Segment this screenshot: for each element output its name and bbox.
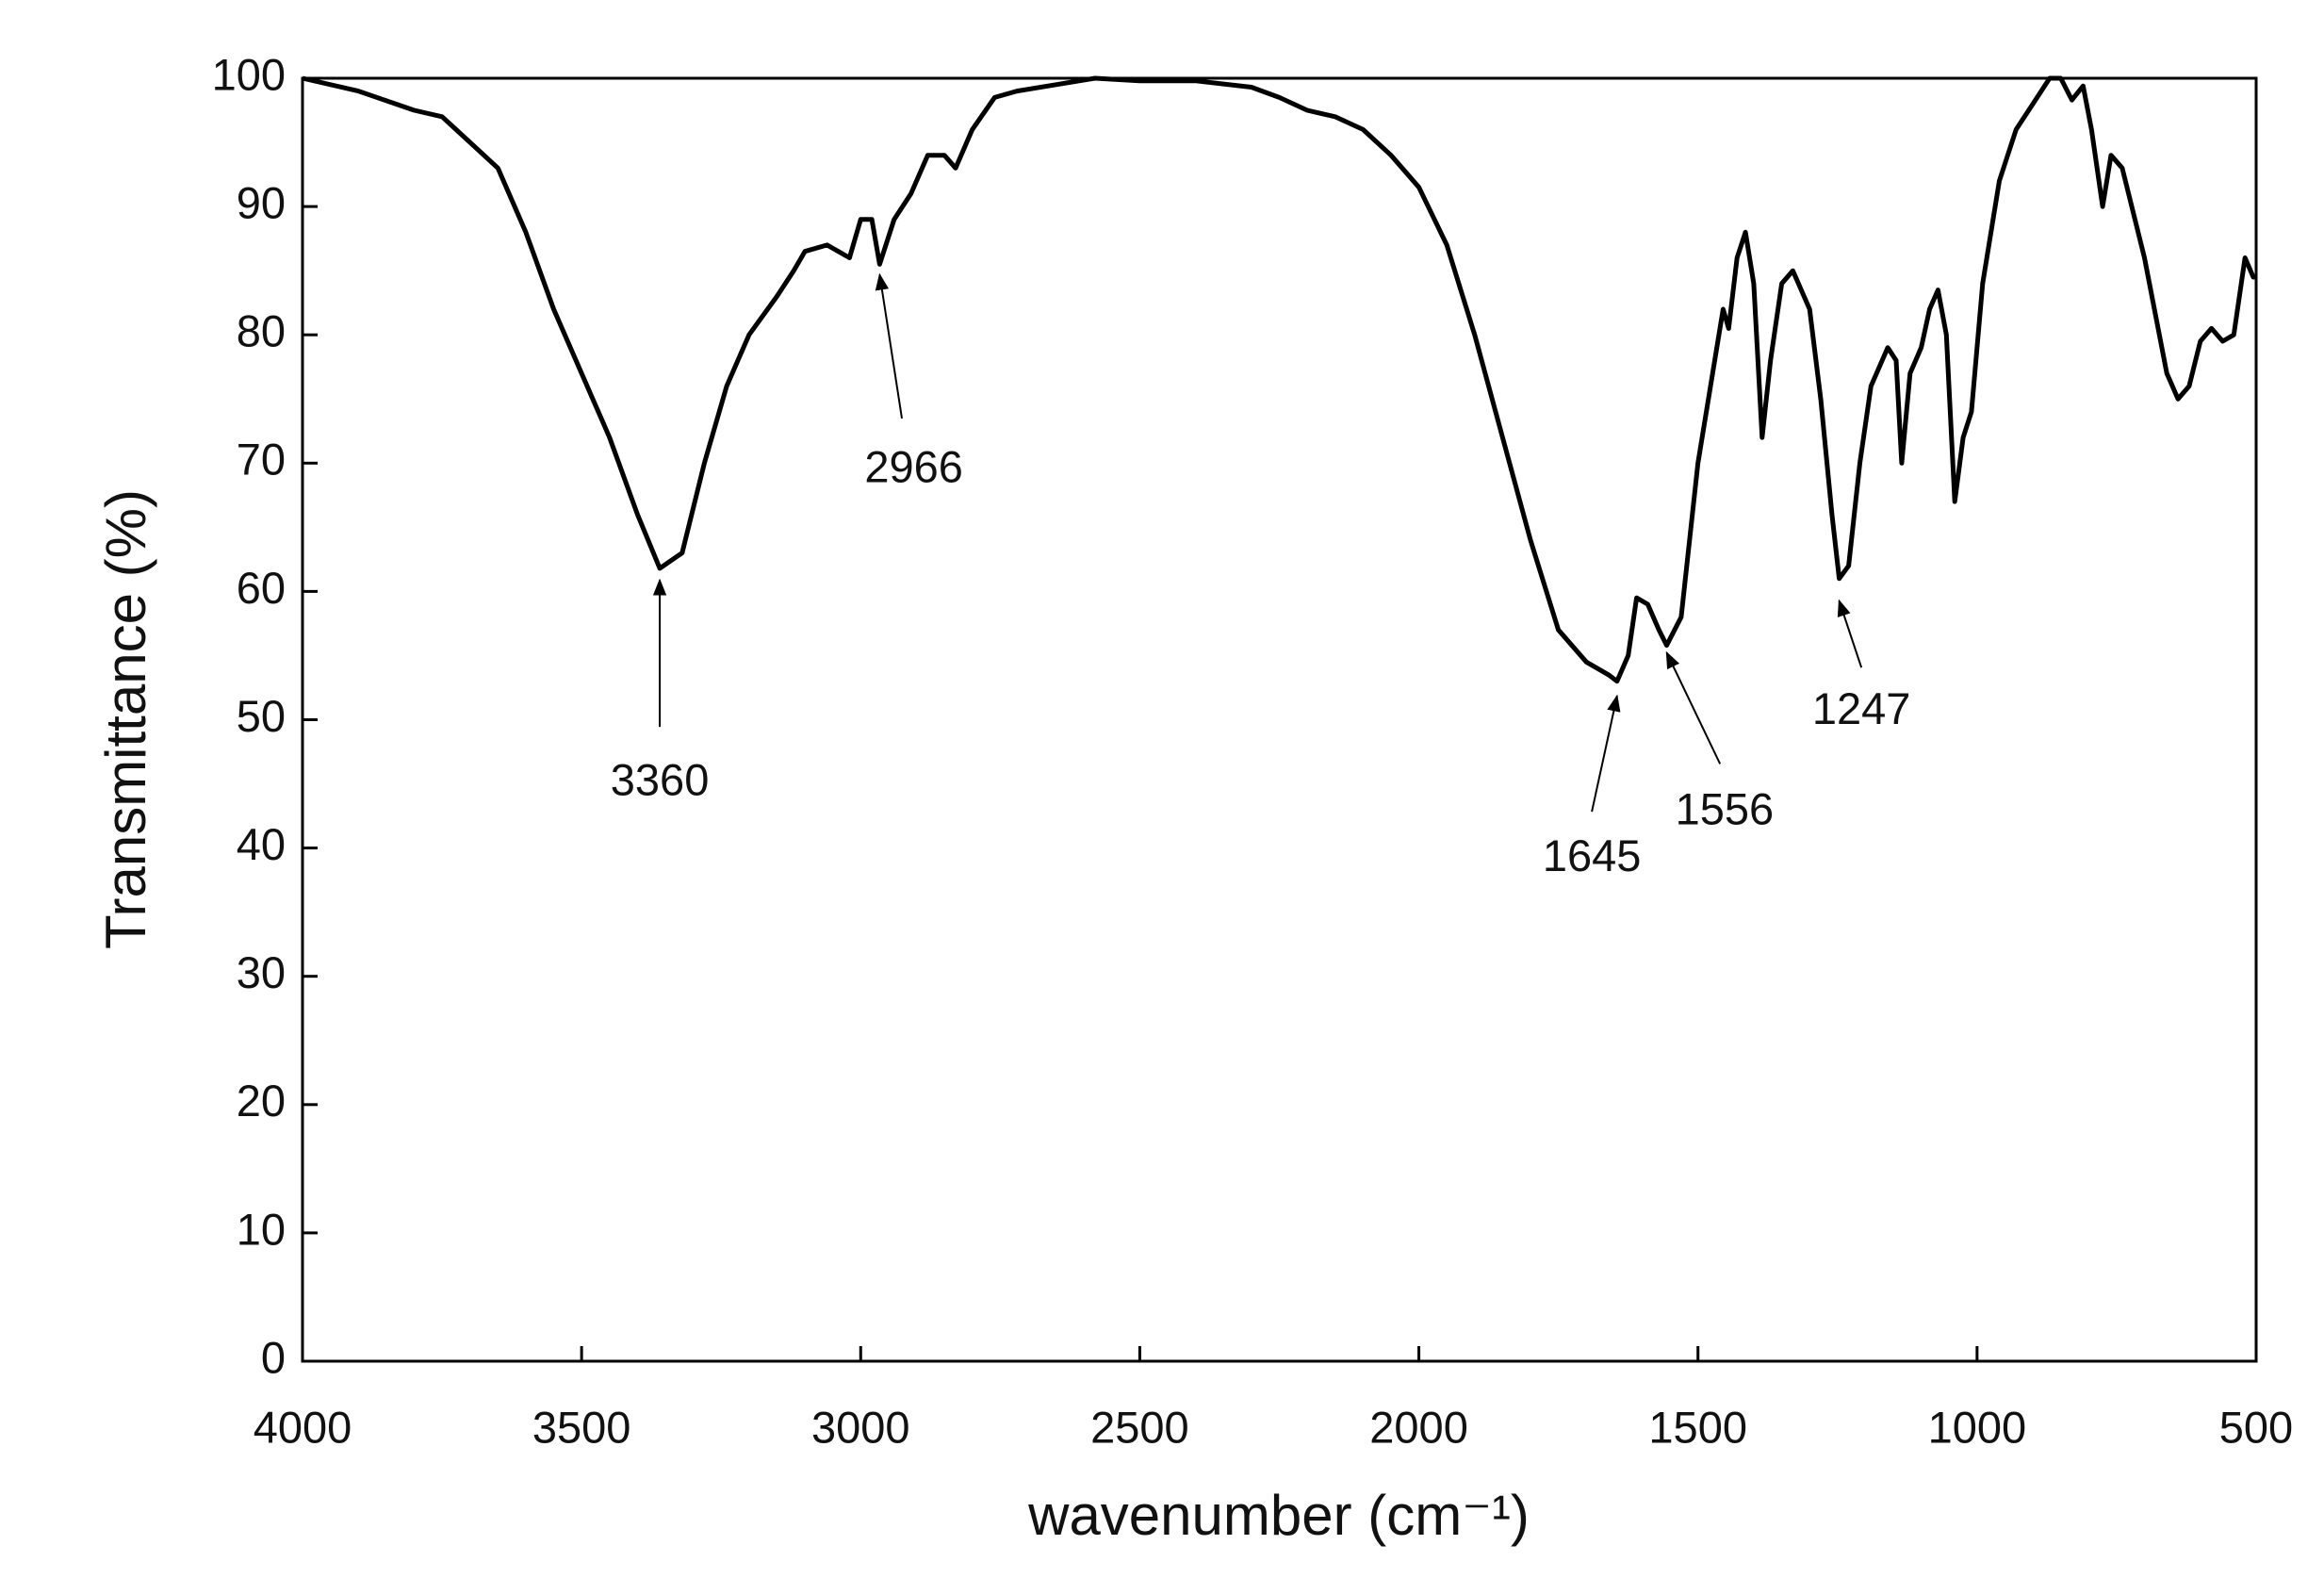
y-tick-label: 0 xyxy=(261,1332,286,1382)
y-tick-label: 60 xyxy=(237,563,286,613)
y-tick-label: 80 xyxy=(237,306,286,356)
annotation-label: 2966 xyxy=(864,441,963,491)
y-tick-label: 20 xyxy=(237,1076,286,1126)
y-tick-label: 50 xyxy=(237,691,286,741)
y-tick-label: 30 xyxy=(237,947,286,997)
y-axis-title: Transmittance (%) xyxy=(94,489,157,949)
annotation-arrow xyxy=(1837,599,1863,668)
y-tick-label: 10 xyxy=(237,1204,286,1254)
x-axis-title: wavenumber (cm⁻¹) xyxy=(1027,1484,1530,1547)
x-tick-label: 1500 xyxy=(1648,1402,1747,1452)
annotation-arrow xyxy=(1591,694,1621,813)
annotation-arrow xyxy=(1665,650,1722,764)
x-tick-label: 3500 xyxy=(532,1402,631,1452)
plot-frame xyxy=(301,76,2258,1363)
x-tick-label: 4000 xyxy=(254,1402,352,1452)
annotation-label: 1645 xyxy=(1543,830,1642,880)
y-tick-label: 90 xyxy=(237,178,286,228)
x-tick-label: 3000 xyxy=(811,1402,910,1452)
y-tick-label: 40 xyxy=(237,819,286,869)
x-tick-label: 2000 xyxy=(1369,1402,1468,1452)
y-tick-label: 70 xyxy=(237,435,286,485)
spectrum-line xyxy=(302,75,2256,684)
x-tick-label: 1000 xyxy=(1928,1402,2027,1452)
annotation-label: 1556 xyxy=(1676,784,1775,834)
annotation-label: 3360 xyxy=(611,754,710,804)
y-tick-label: 100 xyxy=(212,49,286,99)
annotation-label: 1247 xyxy=(1812,683,1911,733)
x-tick-label: 500 xyxy=(2219,1402,2293,1452)
x-tick-label: 2500 xyxy=(1090,1402,1189,1452)
annotation-arrow xyxy=(875,272,904,419)
